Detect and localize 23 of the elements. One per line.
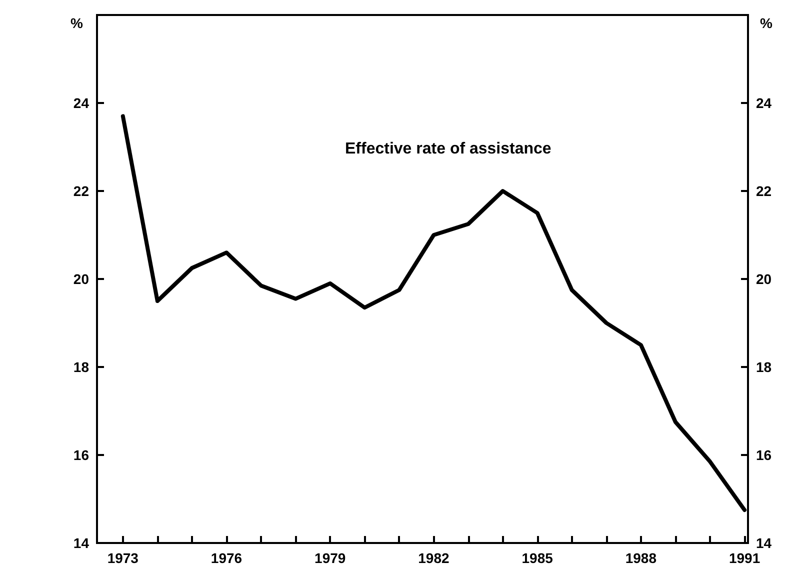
y2-tick-label: 24 bbox=[756, 95, 772, 111]
x-tick-label: 1982 bbox=[418, 550, 450, 566]
x-tick-label: 1988 bbox=[625, 550, 657, 566]
y2-tick-label: 20 bbox=[756, 271, 772, 287]
x-tick-label: 1973 bbox=[107, 550, 139, 566]
y-tick-label: 20 bbox=[73, 271, 90, 287]
x-tick-label: 1985 bbox=[522, 550, 554, 566]
y-tick-label: 22 bbox=[73, 183, 90, 199]
y-axis-title: % bbox=[70, 15, 84, 31]
x-tick-label: 1976 bbox=[210, 550, 242, 566]
x-tick-label: 1979 bbox=[314, 550, 346, 566]
y2-tick-label: 22 bbox=[756, 183, 772, 199]
y-tick-label: 16 bbox=[73, 447, 90, 463]
y2-tick-label: 16 bbox=[756, 447, 772, 463]
y-tick-label: 18 bbox=[73, 359, 90, 375]
y2-axis-title: % bbox=[760, 15, 773, 31]
y2-tick-label: 14 bbox=[756, 535, 772, 551]
y-tick-label: 14 bbox=[73, 535, 90, 551]
y-tick-label: 24 bbox=[73, 95, 90, 111]
annotation: Effective rate of assistance bbox=[345, 140, 552, 158]
y2-tick-label: 18 bbox=[756, 359, 772, 375]
x-tick-label: 1991 bbox=[728, 550, 760, 566]
line-series bbox=[120, 114, 747, 512]
